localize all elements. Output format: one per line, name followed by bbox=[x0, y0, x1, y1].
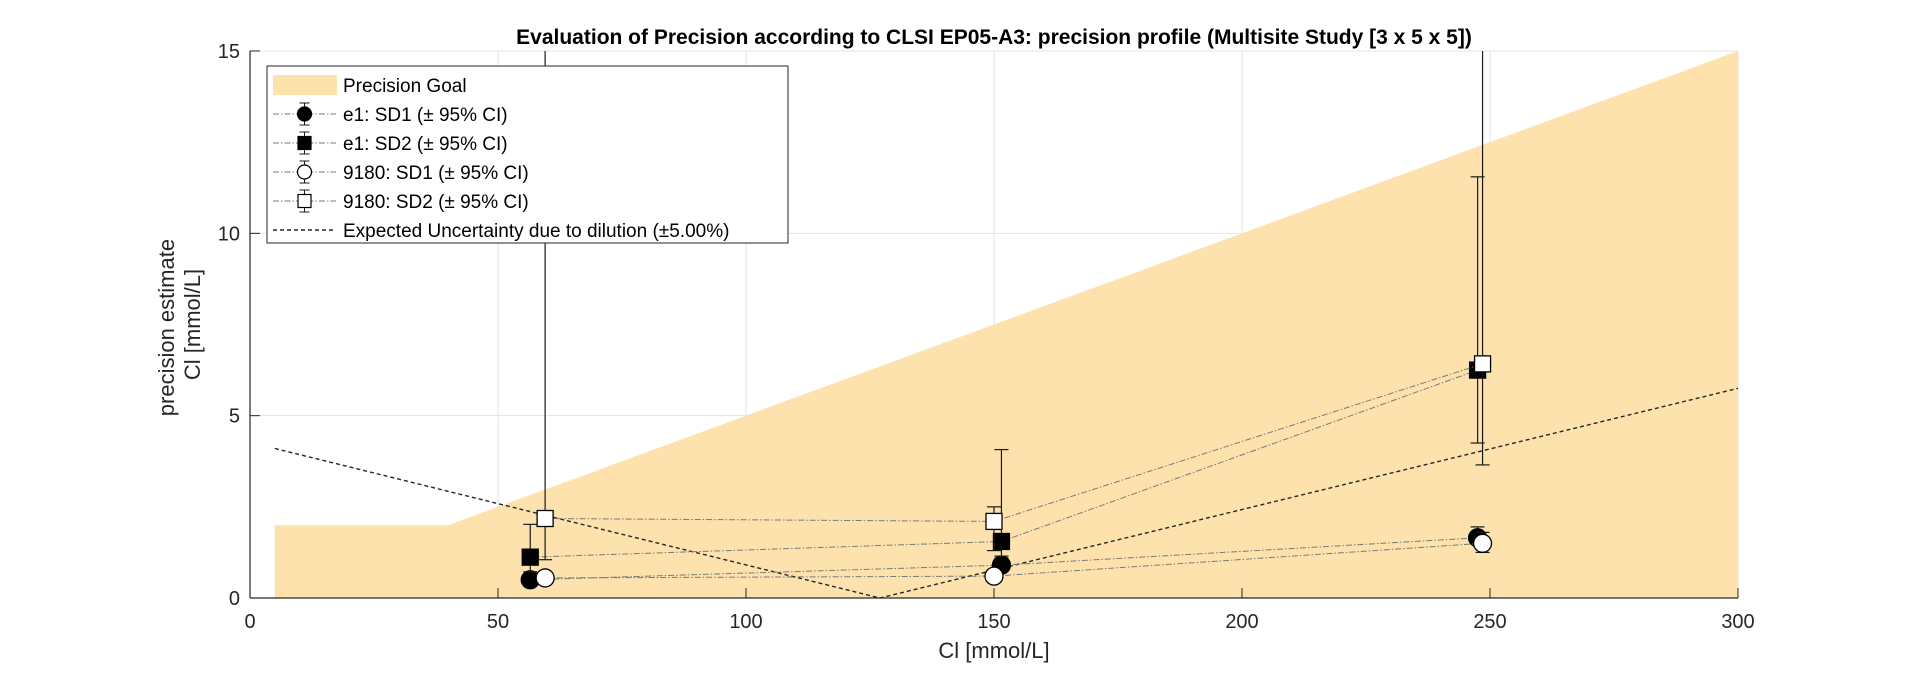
legend-item-series-3: 9180: SD2 (± 95% CI) bbox=[273, 189, 529, 213]
x-tick-label: 50 bbox=[487, 611, 509, 633]
data-point bbox=[535, 568, 555, 588]
x-tick-label: 250 bbox=[1473, 611, 1506, 633]
legend-item-expected-uncertainty: Expected Uncertainty due to dilution (±5… bbox=[273, 221, 729, 242]
legend-label: Precision Goal bbox=[343, 76, 467, 97]
legend: Precision Goal e1: SD1 (± 95% CI) e1: SD2 … bbox=[266, 65, 789, 244]
legend-label: Expected Uncertainty due to dilution (±5… bbox=[343, 221, 729, 242]
y-axis-label: precision estimate Cl [mmol/L] bbox=[154, 233, 205, 416]
x-tick-label: 0 bbox=[244, 611, 255, 633]
legend-item-precision-goal: Precision Goal bbox=[273, 75, 467, 97]
y-tick-labels: 0 5 10 15 bbox=[218, 41, 240, 610]
y-axis-label-line-2: Cl [mmol/L] bbox=[180, 269, 205, 380]
legend-marker bbox=[297, 135, 312, 151]
legend-box bbox=[266, 65, 789, 244]
legend-label: 9180: SD1 (± 95% CI) bbox=[343, 163, 529, 184]
x-axis-label: Cl [mmol/L] bbox=[938, 638, 1049, 663]
x-tick-label: 200 bbox=[1225, 611, 1258, 633]
data-point bbox=[984, 566, 1004, 586]
x-tick-label: 300 bbox=[1721, 611, 1754, 633]
legend-item-series-2: 9180: SD1 (± 95% CI) bbox=[273, 160, 529, 184]
data-point bbox=[521, 548, 539, 566]
x-tick-label: 150 bbox=[977, 611, 1010, 633]
data-point bbox=[992, 532, 1011, 551]
precision-goal-area bbox=[274, 51, 1738, 598]
legend-marker bbox=[297, 193, 312, 209]
y-tick-label: 0 bbox=[229, 588, 240, 610]
y-tick-label: 15 bbox=[218, 41, 240, 63]
series-2 bbox=[535, 531, 1493, 588]
y-axis-label-line-1: precision estimate bbox=[154, 239, 179, 416]
legend-swatch bbox=[273, 75, 337, 95]
data-point bbox=[985, 512, 1003, 531]
data-point bbox=[536, 509, 554, 528]
legend-label: e1: SD1 (± 95% CI) bbox=[343, 105, 508, 126]
data-point bbox=[1472, 533, 1493, 553]
series-line bbox=[530, 369, 1478, 558]
legend-item-series-0: e1: SD1 (± 95% CI) bbox=[273, 102, 508, 126]
legend-label: e1: SD2 (± 95% CI) bbox=[343, 134, 508, 155]
axes bbox=[249, 50, 1739, 599]
legend-label: 9180: SD2 (± 95% CI) bbox=[343, 192, 529, 213]
legend-marker bbox=[296, 106, 313, 122]
x-tick-labels: 0 50 100 150 200 250 300 bbox=[244, 611, 1754, 633]
legend-item-series-1: e1: SD2 (± 95% CI) bbox=[273, 131, 508, 155]
y-tick-label: 5 bbox=[229, 406, 240, 428]
legend-marker bbox=[296, 164, 313, 180]
x-tick-label: 100 bbox=[729, 611, 762, 633]
series-layer bbox=[520, 51, 1493, 590]
chart-title: Evaluation of Precision according to CLS… bbox=[516, 26, 1472, 49]
precision-goal-fill bbox=[274, 51, 1738, 598]
y-tick-label: 10 bbox=[218, 223, 240, 245]
data-point bbox=[1473, 355, 1492, 373]
